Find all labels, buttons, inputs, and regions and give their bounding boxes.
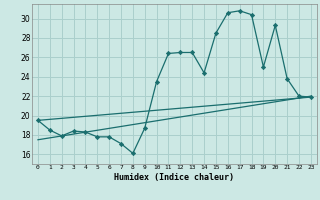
X-axis label: Humidex (Indice chaleur): Humidex (Indice chaleur) bbox=[115, 173, 234, 182]
